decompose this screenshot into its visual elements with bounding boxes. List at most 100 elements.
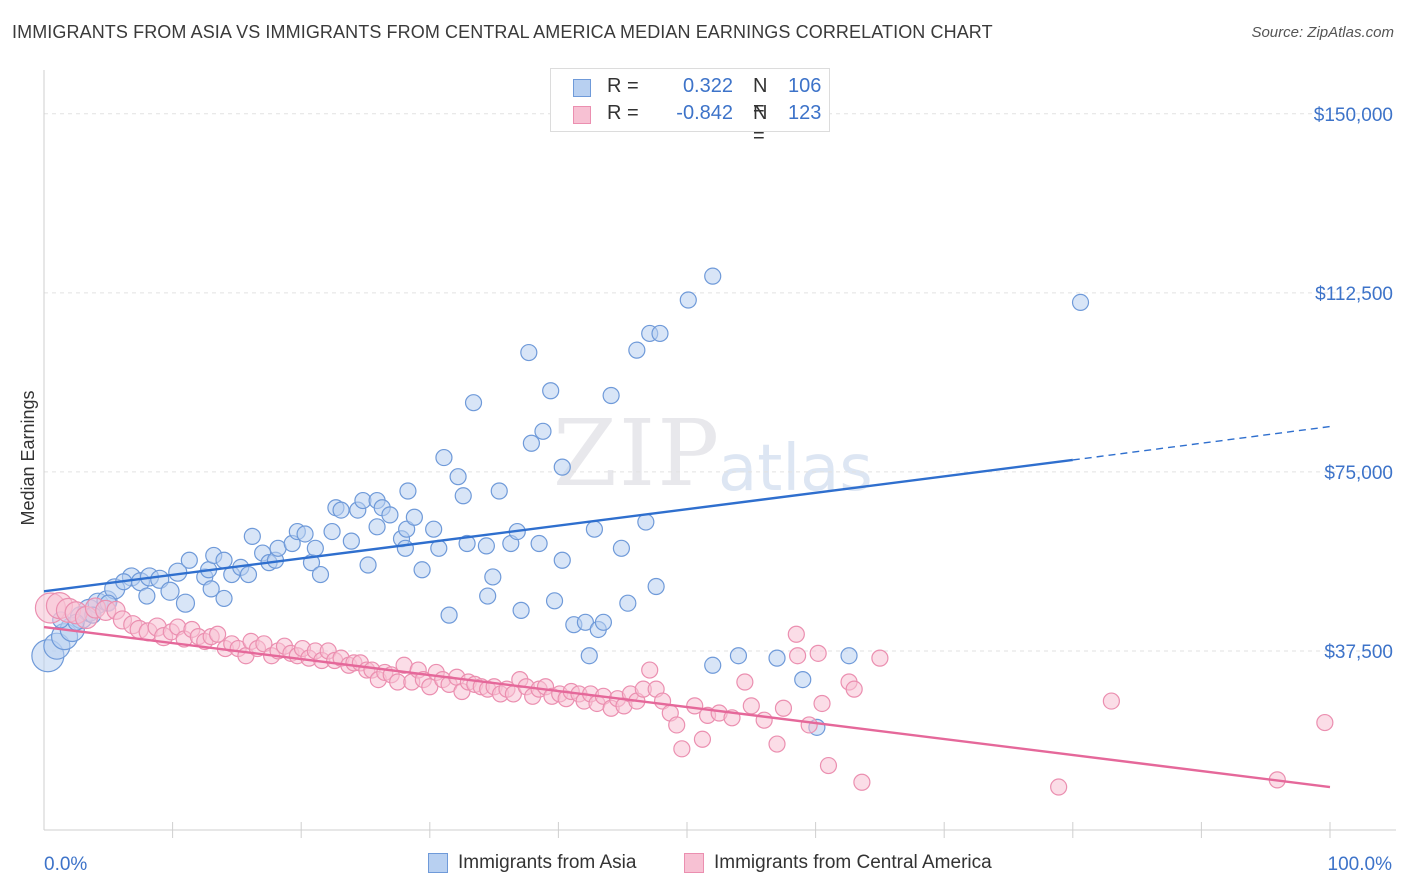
- point-central-america: [853, 773, 871, 791]
- watermark-zip: ZIP: [553, 400, 722, 507]
- point-asia: [637, 513, 655, 531]
- point-asia: [522, 434, 540, 452]
- point-asia: [479, 587, 497, 605]
- point-asia: [435, 448, 453, 467]
- point-asia: [425, 520, 443, 538]
- point-asia: [542, 382, 560, 400]
- point-central-america: [845, 680, 863, 698]
- point-asia: [553, 458, 571, 476]
- point-asia: [396, 539, 414, 557]
- bottom-legend-label-asia: Immigrants from Asia: [458, 852, 637, 873]
- point-central-america: [768, 735, 786, 753]
- axes: [43, 70, 1396, 831]
- x-axis-ticks: [172, 822, 1331, 838]
- point-asia: [647, 577, 665, 596]
- series-central-america-points: [34, 591, 1334, 796]
- point-asia: [405, 508, 423, 526]
- point-asia: [458, 534, 476, 553]
- x-tick-label-max: 100.0%: [1328, 854, 1393, 875]
- point-central-america: [693, 730, 712, 748]
- point-asia: [215, 589, 233, 608]
- y-tick-label: $150,000: [1314, 105, 1393, 126]
- point-central-america: [209, 625, 227, 643]
- point-central-america: [813, 694, 831, 713]
- point-asia: [585, 520, 604, 538]
- point-asia: [311, 565, 330, 584]
- point-asia: [160, 581, 180, 601]
- point-asia: [296, 525, 314, 543]
- point-asia: [440, 606, 458, 624]
- point-central-america: [641, 661, 659, 679]
- point-asia: [704, 267, 722, 285]
- point-asia: [368, 518, 386, 536]
- point-asia: [381, 506, 399, 524]
- legend-swatch-asia: [573, 79, 591, 97]
- trend-lines: [43, 425, 1331, 789]
- chart-title: IMMIGRANTS FROM ASIA VS IMMIGRANTS FROM …: [12, 22, 993, 42]
- point-central-america: [787, 625, 805, 643]
- point-central-america: [809, 644, 827, 662]
- point-asia: [553, 551, 571, 569]
- y-tick-label: $37,500: [1324, 642, 1393, 663]
- point-asia: [651, 324, 669, 343]
- point-central-america: [800, 716, 818, 734]
- point-asia: [490, 482, 508, 500]
- point-asia: [704, 656, 722, 674]
- watermark-atlas: atlas: [718, 432, 873, 506]
- point-asia: [534, 422, 552, 440]
- legend-r-label: R =: [607, 75, 639, 97]
- point-asia: [530, 534, 548, 553]
- point-central-america: [736, 673, 754, 691]
- legend-swatch-central-america: [573, 106, 591, 124]
- point-asia: [239, 565, 258, 584]
- point-central-america: [788, 647, 807, 665]
- point-asia: [332, 501, 350, 519]
- point-asia: [202, 580, 220, 598]
- point-asia: [768, 649, 786, 667]
- point-asia: [484, 568, 502, 586]
- point-asia: [580, 647, 598, 665]
- point-asia: [175, 593, 196, 613]
- point-asia: [840, 647, 858, 665]
- point-asia: [180, 551, 198, 569]
- point-asia: [413, 561, 431, 579]
- point-central-america: [255, 635, 273, 653]
- point-central-america: [774, 699, 793, 717]
- point-central-america: [1050, 778, 1068, 796]
- y-tick-label: $112,500: [1315, 284, 1393, 305]
- point-asia: [594, 613, 613, 631]
- legend-n-label: N =: [753, 102, 768, 147]
- legend-n-value-central-america: 123: [788, 102, 822, 124]
- x-tick-label-min: 0.0%: [44, 854, 87, 875]
- point-central-america: [755, 711, 773, 729]
- point-asia: [449, 468, 467, 486]
- point-asia: [576, 613, 595, 631]
- trend-line-asia-extension: [1072, 425, 1331, 461]
- point-asia: [477, 537, 495, 555]
- point-central-america: [742, 697, 760, 715]
- legend-r-value-central-america: -0.842: [676, 102, 733, 124]
- point-central-america: [1102, 692, 1120, 710]
- y-axis-ticks: $37,500 $75,000 $112,500 $150,000: [1314, 105, 1393, 663]
- point-asia: [602, 386, 620, 405]
- correlation-legend: R = 0.322 N = 106 R = -0.842 N = 123: [550, 68, 830, 147]
- trend-line-central-america: [43, 625, 1331, 789]
- point-asia: [399, 482, 417, 500]
- point-central-america: [673, 740, 691, 758]
- y-tick-label: $75,000: [1324, 463, 1393, 484]
- point-asia: [512, 601, 530, 619]
- point-asia: [794, 670, 812, 689]
- point-asia: [679, 291, 697, 309]
- point-asia: [612, 539, 631, 557]
- trend-line-asia: [43, 458, 1073, 593]
- point-asia: [619, 594, 637, 612]
- point-asia: [729, 647, 748, 665]
- point-asia: [454, 487, 472, 505]
- point-asia: [243, 527, 261, 545]
- point-asia: [215, 551, 233, 569]
- legend-r-label: R =: [607, 102, 639, 124]
- point-central-america: [1316, 713, 1334, 732]
- point-asia: [464, 394, 483, 412]
- source-label: Source: ZipAtlas.com: [1251, 24, 1394, 41]
